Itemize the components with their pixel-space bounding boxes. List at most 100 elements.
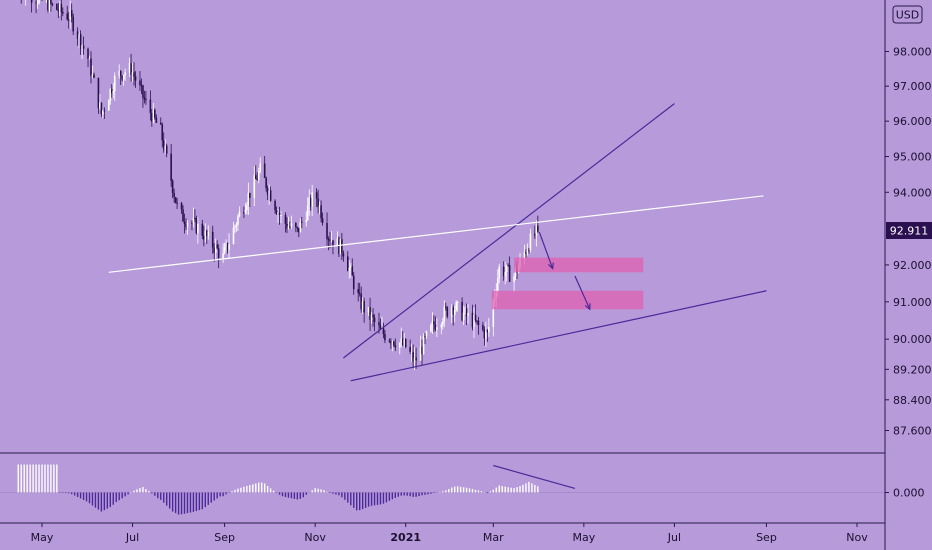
candle [508,256,511,283]
candle [300,216,303,229]
candle [41,0,43,2]
candle [228,233,230,259]
candle [502,261,505,281]
candle [379,318,382,330]
candle [133,62,135,86]
candle [151,109,153,127]
candle [485,321,487,347]
candlestick-series [20,0,539,370]
chart-drawings [108,103,767,382]
candle [507,263,509,267]
candle [79,30,82,55]
candle [186,220,189,235]
candle [143,90,146,104]
candle [384,329,386,344]
candle [401,331,404,347]
candle [342,250,345,262]
candle [119,70,122,86]
candle [235,221,238,232]
candle [412,344,414,369]
last-price-value: 92.911 [890,225,929,238]
candle [309,194,312,211]
candle [339,239,342,255]
candle [25,0,27,6]
candle [290,215,293,229]
candle [390,338,392,349]
channel-lower-line [350,290,767,382]
down-arrow [538,231,554,270]
candle [413,347,416,370]
candle [421,339,423,366]
price-tick-label: 91.000 [893,296,932,309]
candle [332,240,334,255]
candle [78,31,80,49]
candle [526,243,529,256]
candle [474,304,477,323]
candle [327,236,330,251]
candle [82,36,85,55]
candle [336,231,339,247]
candle [145,91,147,105]
candle [254,165,257,180]
candle [162,132,165,153]
candle [70,3,73,23]
candle [247,182,250,215]
price-axis[interactable]: 98.000 97.000 96.000 95.000 94.000 92.000 91.0… [885,46,932,500]
candle [393,340,395,347]
candle [56,3,58,11]
price-tick-label: 90.000 [893,333,932,346]
candle [476,320,478,325]
candle [159,117,162,125]
candle [201,219,204,240]
candle [464,306,466,315]
candle [461,297,463,322]
candle [360,286,362,313]
candle [216,240,218,250]
candle [191,220,193,231]
candle [289,221,291,230]
candle [232,221,235,245]
candle [482,321,484,332]
candle [329,231,331,249]
candle [513,273,515,293]
candle [140,78,143,95]
candle [455,300,457,312]
candle [269,186,272,202]
candle [525,249,527,259]
candle [433,315,435,333]
candle [155,114,158,124]
candle [90,51,92,84]
divergence-line [493,464,576,490]
candle [296,226,299,233]
candle [321,212,324,226]
candle [442,317,444,330]
candle [67,11,70,29]
candle [20,0,22,4]
candle [444,302,447,311]
currency-badge[interactable]: USD [892,5,923,24]
candle [486,328,489,342]
support-trendline [108,195,764,273]
candle [131,62,134,82]
candle [394,338,397,352]
candle [204,223,207,243]
price-tick-label: 97.000 [893,80,932,93]
candle [280,211,282,224]
candle [286,217,288,234]
candle [170,144,172,187]
candle [246,202,248,215]
candle [299,218,302,233]
candle [130,53,132,82]
candle [529,228,532,253]
time-tick-label: Nov [846,531,868,544]
candle [103,107,106,119]
candle [453,305,456,323]
candle [213,243,216,262]
price-tick-label: 96.000 [893,115,932,128]
candle [76,27,79,46]
time-axis[interactable]: May Jul Sep Nov 2021 Mar May Jul Sep Nov [31,523,869,544]
candle [338,236,340,258]
candle [456,300,459,312]
candle [61,7,64,17]
